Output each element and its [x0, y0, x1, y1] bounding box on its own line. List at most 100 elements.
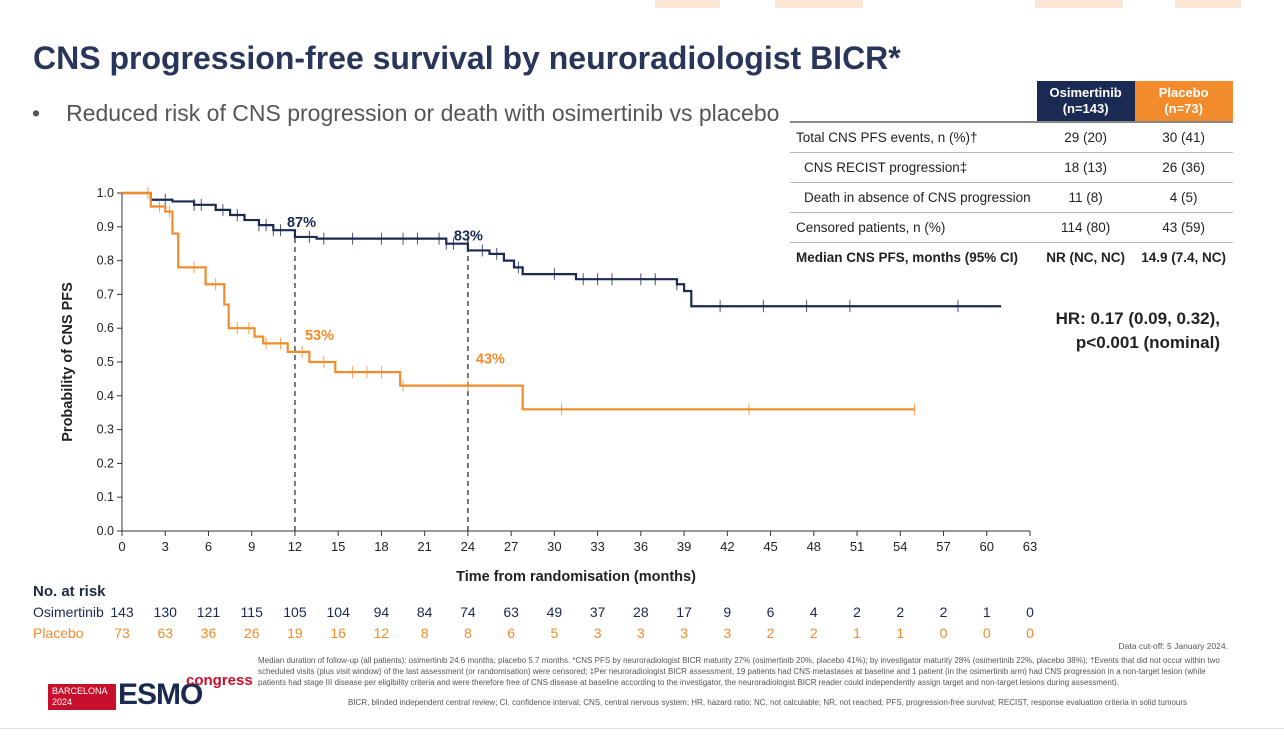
row-label: Death in absence of CNS progression	[790, 182, 1037, 213]
top-decoration	[1035, 0, 1123, 8]
top-decoration	[1175, 0, 1241, 8]
y-tick-label: 0.8	[97, 254, 114, 268]
risk-label-placebo: Placebo	[33, 625, 84, 641]
risk-value: 2	[896, 604, 905, 620]
risk-value: 2	[853, 604, 861, 620]
cell-placebo: 4 (5)	[1134, 182, 1233, 213]
esmo-logo: ESMO	[118, 678, 203, 711]
risk-value: 8	[463, 625, 472, 641]
risk-value: 0	[939, 625, 948, 641]
row-label: CNS RECIST progression‡	[790, 152, 1037, 183]
table-corner	[790, 81, 1037, 122]
bullet-text: Reduced risk of CNS progression or death…	[66, 100, 780, 126]
x-tick-label: 63	[1023, 539, 1037, 554]
risk-value: 12	[373, 625, 390, 641]
cell-placebo: 14.9 (7.4, NC)	[1141, 250, 1227, 265]
cell-osimertinib: 114 (80)	[1036, 212, 1135, 243]
y-tick-label: 0.2	[97, 456, 114, 470]
x-tick-label: 36	[634, 539, 648, 554]
risk-value: 143	[110, 604, 134, 620]
x-tick-label: 15	[331, 539, 345, 554]
risk-table-title: No. at risk	[33, 583, 106, 600]
table-row: CNS RECIST progression‡ 18 (13) 26 (36)	[790, 152, 1233, 183]
x-tick-label: 18	[374, 539, 388, 554]
header-osimertinib: Osimertinib (n=143)	[1036, 81, 1135, 122]
risk-value: 0	[1026, 604, 1034, 620]
series-placebo-line	[122, 191, 915, 411]
top-decoration	[655, 0, 720, 8]
risk-value: 0	[982, 625, 991, 641]
risk-value: 6	[507, 625, 516, 641]
header-osimertinib-n: (n=143)	[1062, 101, 1109, 116]
annotation-label: 87%	[287, 215, 316, 231]
summary-table: Osimertinib (n=143) Placebo (n=73) Total C…	[790, 81, 1233, 272]
risk-value: 74	[460, 604, 476, 620]
x-tick-label: 54	[893, 539, 907, 554]
data-cutoff: Data cut-off: 5 January 2024.	[1118, 641, 1228, 651]
cell-osimertinib: 11 (8)	[1036, 182, 1135, 213]
risk-value: 115	[240, 604, 263, 620]
y-tick-label: 0.6	[97, 321, 114, 335]
table-row: Death in absence of CNS progression 11 (…	[790, 182, 1233, 213]
x-tick-label: 21	[417, 539, 431, 554]
risk-value: 19	[287, 625, 303, 641]
risk-value: 9	[723, 604, 732, 620]
cell-placebo: 30 (41)	[1134, 121, 1233, 153]
risk-value: 1	[896, 625, 905, 641]
hazard-ratio: HR: 0.17 (0.09, 0.32), p<0.001 (nominal)	[1040, 307, 1220, 355]
risk-value: 84	[416, 604, 433, 620]
risk-value: 2	[939, 604, 948, 620]
risk-value: 37	[589, 604, 606, 620]
header-placebo: Placebo (n=73)	[1134, 81, 1233, 122]
y-tick-label: 0.7	[97, 287, 114, 301]
y-axis-label: Probability of CNS PFS	[60, 282, 76, 442]
y-tick-label: 0.1	[97, 490, 114, 504]
risk-label-osimertinib: Osimertinib	[33, 604, 104, 620]
risk-value: 130	[153, 604, 177, 620]
risk-value: 2	[766, 625, 775, 641]
x-tick-label: 9	[248, 539, 255, 554]
x-tick-label: 45	[763, 539, 777, 554]
x-tick-label: 42	[720, 539, 734, 554]
risk-value: 2	[809, 625, 818, 641]
header-placebo-n: (n=73)	[1164, 101, 1203, 116]
row-label: Median CNS PFS, months (95% CI)	[796, 250, 1019, 265]
row-label: Censored patients, n (%)	[790, 212, 1037, 243]
y-tick-label: 0.3	[97, 423, 114, 437]
risk-value: 1	[982, 604, 991, 620]
abbreviations: BICR, blinded independent central review…	[348, 698, 1188, 707]
x-tick-label: 12	[288, 539, 302, 554]
risk-value: 3	[723, 625, 732, 641]
bullet-point: • Reduced risk of CNS progression or deat…	[32, 100, 779, 127]
annotation-label: 83%	[454, 228, 483, 244]
risk-value: 28	[633, 604, 649, 620]
risk-value: 94	[373, 604, 390, 620]
risk-value: 6	[766, 604, 775, 620]
risk-value: 3	[593, 625, 602, 641]
risk-value: 26	[243, 625, 260, 641]
y-tick-label: 1.0	[97, 186, 114, 200]
x-tick-label: 3	[162, 539, 169, 554]
table-row: Median CNS PFS, months (95% CI) NR (NC, …	[790, 243, 1233, 273]
risk-value: 8	[420, 625, 429, 641]
risk-value: 4	[809, 604, 818, 620]
y-tick-label: 0.4	[97, 389, 114, 403]
cell-placebo: 43 (59)	[1134, 212, 1233, 243]
cell-osimertinib: NR (NC, NC)	[1046, 250, 1126, 265]
risk-value: 5	[550, 625, 559, 641]
x-tick-label: 0	[118, 539, 125, 554]
x-tick-label: 24	[461, 539, 475, 554]
x-tick-label: 39	[677, 539, 691, 554]
congress-logo-badge: BARCELONA 2024	[48, 684, 116, 710]
x-tick-label: 48	[807, 539, 821, 554]
x-tick-label: 33	[590, 539, 604, 554]
x-tick-label: 57	[936, 539, 950, 554]
top-decoration	[775, 0, 863, 8]
risk-value: 16	[330, 625, 346, 641]
risk-value: 105	[283, 604, 307, 620]
hazard-ratio-line2: p<0.001 (nominal)	[1075, 333, 1220, 352]
x-tick-label: 6	[205, 539, 212, 554]
x-tick-label: 30	[547, 539, 561, 554]
bullet-marker: •	[32, 100, 41, 126]
